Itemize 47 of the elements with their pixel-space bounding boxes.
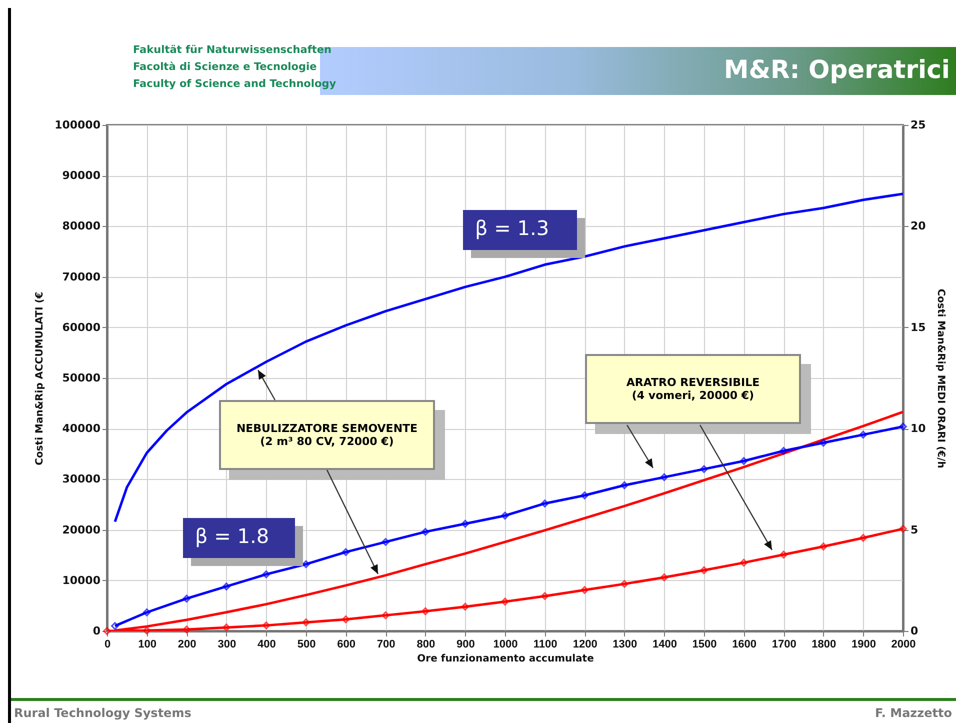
y2-tick-label: 20 xyxy=(910,220,926,233)
x-tick-label: 1600 xyxy=(732,638,757,650)
y-tick-label: 40000 xyxy=(62,422,101,436)
x-tick-label: 400 xyxy=(258,638,276,650)
y2-tick-label: 0 xyxy=(910,624,918,638)
text: Faculty of Science and Technology xyxy=(133,78,336,90)
y-axis-title: Costi Man&Rip ACCUMULATI (€ xyxy=(34,292,46,466)
text: F. Mazzetto xyxy=(874,706,952,720)
x-tick-label: 600 xyxy=(337,638,356,650)
x-tick-label: 500 xyxy=(297,638,316,650)
y-tick-label: 80000 xyxy=(62,220,101,233)
x-tick-label: 1400 xyxy=(652,638,677,650)
y2-axis-title: Costi Man&Rip MEDI ORARI (€/h xyxy=(934,288,946,468)
y-tick-label: 60000 xyxy=(62,320,101,334)
text: Fakultät für Naturwissenschaften xyxy=(133,44,332,56)
y2-tick-label: 15 xyxy=(910,320,926,334)
x-tick-label: 700 xyxy=(376,638,396,650)
y-tick-label: 20000 xyxy=(62,523,101,536)
x-tick-label: 800 xyxy=(416,638,436,650)
x-axis-title: Ore funzionamento accumulate xyxy=(417,654,594,664)
y2-tick-label: 5 xyxy=(910,523,918,536)
x-tick-label: 1900 xyxy=(851,638,876,650)
y-tick-label: 100000 xyxy=(54,118,101,132)
x-tick-label: 1500 xyxy=(692,638,717,650)
y-tick-label: 0 xyxy=(92,624,101,638)
y-tick-label: 90000 xyxy=(62,169,101,182)
x-tick-label: 1100 xyxy=(533,638,558,650)
chart-title: M&R: Operatrici xyxy=(724,55,950,84)
x-tick-label: 200 xyxy=(178,638,196,650)
x-tick-label: 100 xyxy=(138,638,156,650)
y-tick-label: 10000 xyxy=(62,574,101,587)
x-tick-label: 1000 xyxy=(493,638,518,650)
x-tick-label: 900 xyxy=(456,638,475,650)
y-tick-label: 30000 xyxy=(62,472,101,486)
x-tick-label: 1700 xyxy=(772,638,796,650)
y-tick-label: 70000 xyxy=(62,270,101,284)
x-tick-label: 0 xyxy=(104,638,111,650)
y-tick-label: 50000 xyxy=(62,372,101,384)
x-tick-label: 2000 xyxy=(891,638,916,650)
x-tick-label: 1300 xyxy=(612,638,638,650)
y2-tick-label: 25 xyxy=(910,118,926,132)
text: Facoltà di Scienze e Tecnologie xyxy=(133,61,317,73)
text: Rural Technology Systems xyxy=(14,706,192,720)
x-tick-label: 300 xyxy=(218,638,236,650)
x-tick-label: 1800 xyxy=(812,638,836,650)
x-tick-label: 1200 xyxy=(572,638,598,650)
y2-tick-label: 10 xyxy=(910,422,926,436)
